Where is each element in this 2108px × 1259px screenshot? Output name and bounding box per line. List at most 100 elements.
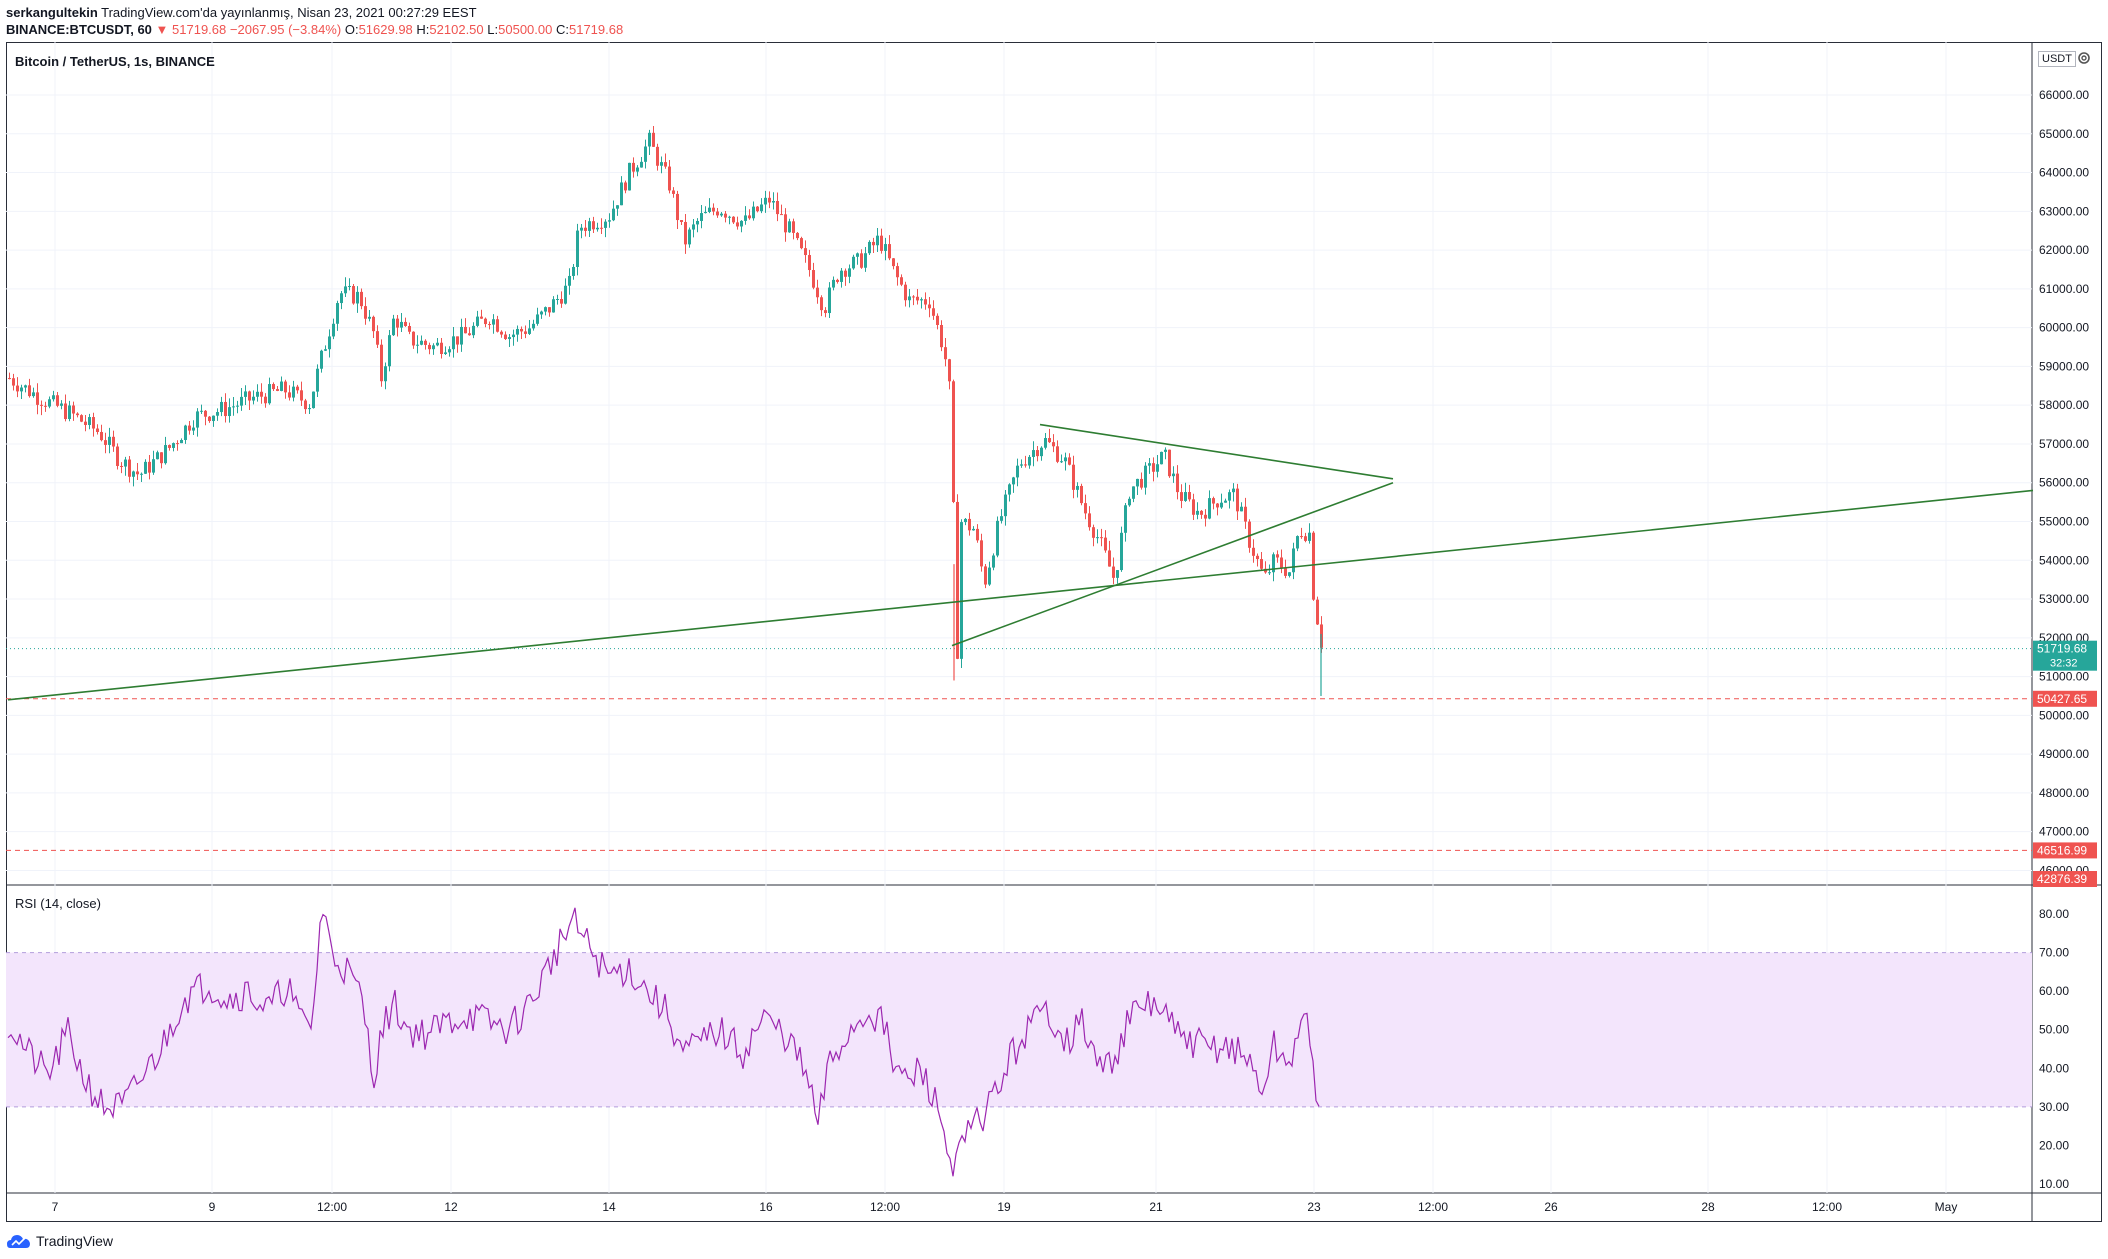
candle-body — [456, 336, 459, 345]
candle-body — [616, 205, 619, 209]
candle-body — [260, 391, 263, 397]
candle-body — [156, 452, 159, 460]
candle-body — [312, 391, 315, 409]
candle-body — [864, 253, 867, 268]
candle-body — [88, 417, 91, 425]
price-axis-label: 65000.00 — [2039, 127, 2089, 141]
candle-body — [992, 555, 995, 568]
candle-body — [188, 425, 191, 431]
candle-body — [828, 287, 831, 314]
candle-body — [1136, 478, 1139, 487]
candle-body — [856, 253, 859, 257]
candle-body — [860, 253, 863, 268]
candle-body — [64, 403, 67, 420]
candle-body — [296, 386, 299, 391]
low-label: L: — [487, 22, 499, 37]
candle-body — [1148, 463, 1151, 466]
candle-body — [208, 416, 211, 422]
candle-body — [1140, 478, 1143, 488]
candle-body — [500, 331, 503, 335]
candle-body — [1280, 557, 1283, 569]
candle-body — [964, 518, 967, 523]
candle-body — [484, 318, 487, 325]
candle-body — [152, 459, 155, 473]
candle-body — [316, 368, 319, 392]
candle-body — [904, 284, 907, 301]
time-axis-label: 9 — [209, 1200, 216, 1214]
candle-body — [628, 162, 631, 191]
candle-body — [396, 318, 399, 328]
candle-body — [1212, 498, 1215, 504]
candle-body — [1012, 477, 1015, 485]
candle-body — [1308, 532, 1311, 541]
candle-body — [388, 335, 391, 367]
candle-body — [528, 328, 531, 334]
trendline[interactable] — [1039, 423, 1394, 480]
candle-body — [1260, 559, 1263, 569]
open-label: O: — [344, 22, 359, 37]
chart-header: serkangultekin TradingView.com'da yayınl… — [6, 4, 623, 38]
trendline[interactable] — [951, 481, 1394, 647]
candle-body — [536, 314, 539, 324]
candle-body — [408, 326, 411, 332]
candle-body — [1036, 450, 1039, 457]
time-axis-label: 7 — [52, 1200, 59, 1214]
price-axis-label: 49000.00 — [2039, 747, 2089, 761]
rsi-axis-label: 60.00 — [2039, 984, 2069, 998]
candle-body — [496, 319, 499, 332]
price-axis-label: 66000.00 — [2039, 88, 2089, 102]
candle-body — [764, 197, 767, 205]
trendline[interactable] — [7, 489, 2034, 701]
candle-body — [428, 344, 431, 350]
candle-body — [1064, 457, 1067, 462]
candle-body — [40, 404, 43, 406]
candle-body — [588, 221, 591, 231]
candle-body — [468, 333, 471, 336]
price-axis-label: 57000.00 — [2039, 437, 2089, 451]
candle-body — [936, 315, 939, 326]
price-axis-label: 62000.00 — [2039, 243, 2089, 257]
footer: TradingView — [6, 1229, 113, 1253]
down-arrow-icon: ▼ — [155, 22, 169, 37]
chart-frame[interactable] — [6, 42, 2102, 1222]
candle-body — [852, 256, 855, 269]
candle-body — [108, 436, 111, 445]
candle-body — [872, 241, 875, 246]
support-price-label: 42876.39 — [2037, 872, 2087, 886]
time-axis-label: 14 — [602, 1200, 616, 1214]
candle-body — [584, 227, 587, 231]
candle-body — [416, 344, 419, 346]
last-price: 51719.68 — [172, 22, 227, 37]
candle-body — [1208, 498, 1211, 519]
author-name[interactable]: serkangultekin — [6, 5, 98, 20]
candle-body — [1296, 536, 1299, 549]
low-value: 50500.00 — [498, 22, 553, 37]
candle-body — [972, 528, 975, 531]
candle-body — [364, 306, 367, 319]
candle-body — [240, 396, 243, 406]
currency-button[interactable]: USDT — [2038, 51, 2076, 67]
candle-body — [516, 328, 519, 335]
candle-body — [728, 216, 731, 218]
candle-body — [944, 347, 947, 360]
candle-body — [1188, 492, 1191, 500]
candle-body — [912, 296, 915, 298]
time-axis-label: 19 — [997, 1200, 1011, 1214]
candle-body — [1068, 457, 1071, 465]
candle-body — [896, 266, 899, 278]
candle-body — [648, 132, 651, 147]
tradingview-logo-icon[interactable] — [6, 1232, 32, 1250]
candle-body — [784, 214, 787, 233]
candle-body — [1080, 485, 1083, 504]
candle-body — [760, 204, 763, 212]
candle-body — [488, 324, 491, 326]
candle-body — [476, 316, 479, 326]
candle-body — [1124, 505, 1127, 533]
candle-body — [16, 385, 19, 392]
gear-icon[interactable] — [2076, 50, 2092, 66]
candle-body — [268, 384, 271, 404]
chart-title: Bitcoin / TetherUS, 1s, BINANCE — [15, 54, 215, 69]
candle-body — [320, 350, 323, 369]
candle-body — [56, 395, 59, 406]
